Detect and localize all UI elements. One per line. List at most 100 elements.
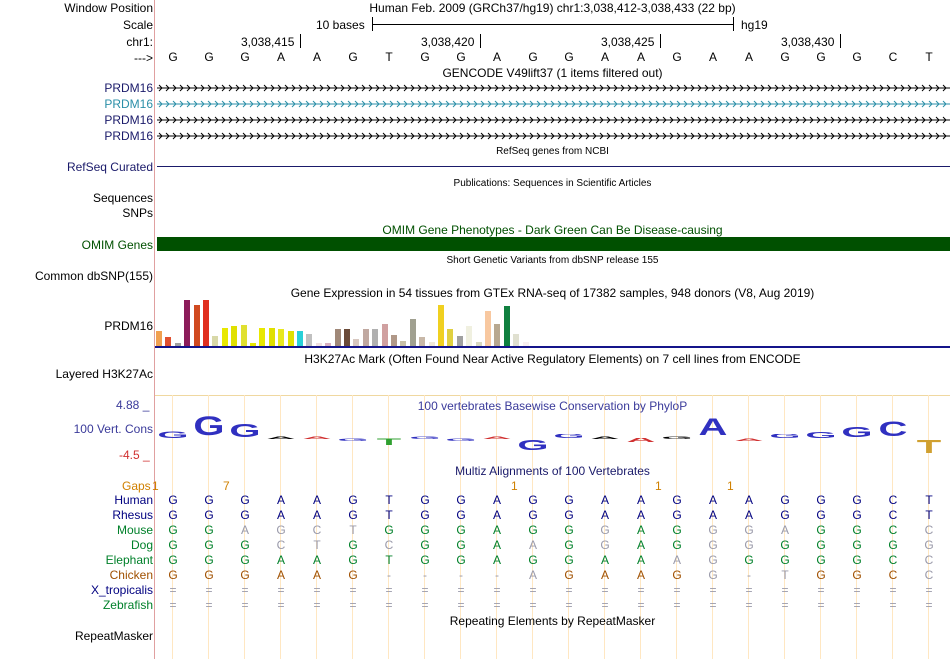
strand-chevron — [333, 116, 338, 124]
gtex-tissue-bar[interactable] — [523, 342, 529, 346]
omim-gene-bar[interactable] — [157, 237, 950, 251]
repeatmasker-track-title[interactable]: Repeating Elements by RepeatMasker — [449, 614, 656, 628]
gtex-tissue-bar[interactable] — [457, 336, 463, 346]
gencode-gene-label[interactable]: PRDM16 — [104, 81, 153, 95]
base-letter: G — [240, 50, 250, 64]
gtex-tissue-bar[interactable] — [203, 300, 209, 346]
species-label[interactable]: Rhesus — [112, 508, 153, 522]
gtex-tissue-bar[interactable] — [382, 324, 388, 346]
strand-chevron — [410, 100, 415, 108]
gencode-gene-transcript[interactable] — [157, 82, 950, 94]
species-label[interactable]: Zebrafish — [102, 598, 153, 612]
gtex-tissue-bar[interactable] — [476, 342, 482, 346]
gtex-tissue-bar[interactable] — [175, 343, 181, 346]
gtex-tissue-bar[interactable] — [429, 342, 435, 346]
gtex-tissue-bar[interactable] — [184, 300, 190, 346]
gtex-tissue-bar[interactable] — [231, 326, 237, 346]
gencode-gene-label[interactable]: PRDM16 — [104, 113, 153, 127]
refseq-label[interactable]: RefSeq Curated — [66, 160, 153, 174]
omim-label[interactable]: OMIM Genes — [81, 238, 153, 252]
sequences-label[interactable]: Sequences — [92, 191, 153, 205]
gencode-gene-transcript-highlighted[interactable] — [157, 98, 950, 110]
species-label[interactable]: Human — [114, 493, 153, 507]
gtex-tissue-bar[interactable] — [297, 331, 303, 346]
strand-chevron — [914, 116, 919, 124]
gencode-track-title[interactable]: GENCODE V49lift37 (1 items filtered out) — [442, 66, 663, 80]
gtex-tissue-bar[interactable] — [212, 336, 218, 346]
strand-chevron — [928, 116, 933, 124]
species-label[interactable]: X_tropicalis — [90, 583, 153, 597]
strand-chevron — [536, 116, 541, 124]
gtex-tissue-bar[interactable] — [269, 328, 275, 346]
gtex-tissue-bar[interactable] — [363, 329, 369, 346]
gencode-gene-label[interactable]: PRDM16 — [104, 97, 153, 111]
gtex-tissue-bar[interactable] — [494, 324, 500, 346]
dbsnp-label[interactable]: Common dbSNP(155) — [34, 269, 153, 283]
strand-chevron — [662, 84, 667, 92]
gencode-gene-transcript[interactable] — [157, 130, 950, 142]
gtex-tissue-bar[interactable] — [288, 331, 294, 346]
gtex-tissue-bar[interactable] — [194, 305, 200, 346]
h3k27ac-label[interactable]: Layered H3K27Ac — [55, 367, 153, 381]
strand-chevron — [228, 132, 233, 140]
gtex-tissue-bar[interactable] — [156, 331, 162, 346]
gtex-tissue-bar[interactable] — [372, 329, 378, 346]
phylop-track-title[interactable]: 100 vertebrates Basewise Conservation by… — [417, 399, 688, 413]
gtex-tissue-bar[interactable] — [241, 325, 247, 346]
species-label[interactable]: Dog — [130, 538, 153, 552]
multiz-track-title[interactable]: Multiz Alignments of 100 Vertebrates — [455, 464, 650, 478]
species-alignment-row: = = = = = = = = = = = = = = = = = = = = = = — [155, 583, 950, 597]
strand-chevron — [585, 84, 590, 92]
gtex-tissue-bar[interactable] — [335, 329, 341, 346]
gtex-tissue-bar[interactable] — [250, 343, 256, 346]
gtex-tissue-bar[interactable] — [222, 328, 228, 346]
snps-label[interactable]: SNPs — [122, 206, 153, 220]
gtex-tissue-bar[interactable] — [410, 319, 416, 346]
dbsnp-track-title[interactable]: Short Genetic Variants from dbSNP releas… — [446, 255, 659, 266]
gtex-tissue-bar[interactable] — [419, 337, 425, 346]
strand-chevron — [830, 84, 835, 92]
gtex-tissue-bar[interactable] — [400, 341, 406, 346]
base-letter: A — [492, 50, 501, 64]
refseq-track-title[interactable]: RefSeq genes from NCBI — [496, 146, 609, 157]
alignment-base: G — [744, 553, 754, 567]
gtex-tissue-bar[interactable] — [325, 343, 331, 346]
gtex-tissue-bar[interactable] — [438, 305, 444, 346]
strand-chevron — [193, 100, 198, 108]
strand-chevron — [487, 116, 492, 124]
gtex-tissue-bar[interactable] — [513, 334, 519, 346]
repeatmasker-label[interactable]: RepeatMasker — [74, 629, 153, 643]
alignment-base: G — [852, 553, 862, 567]
species-label[interactable]: Elephant — [105, 553, 153, 567]
base-letter: A — [708, 50, 717, 64]
strand-chevron — [340, 100, 345, 108]
gtex-tissue-bar[interactable] — [504, 306, 510, 346]
refseq-gene-line[interactable] — [157, 166, 950, 167]
phylop-label[interactable]: 100 Vert. Cons — [73, 422, 153, 436]
gtex-tissue-bar[interactable] — [485, 311, 491, 346]
gtex-tissue-bar[interactable] — [278, 329, 284, 346]
gtex-tissue-bar[interactable] — [353, 339, 359, 346]
h3k27ac-track-title[interactable]: H3K27Ac Mark (Often Found Near Active Re… — [304, 352, 801, 366]
gtex-track-title[interactable]: Gene Expression in 54 tissues from GTEx … — [290, 286, 815, 300]
strand-chevron — [606, 132, 611, 140]
strand-chevron — [893, 116, 898, 124]
gtex-tissue-bar[interactable] — [447, 329, 453, 346]
publications-track-title[interactable]: Publications: Sequences in Scientific Ar… — [453, 178, 652, 189]
gencode-gene-transcript[interactable] — [157, 114, 950, 126]
gtex-tissue-bar[interactable] — [316, 343, 322, 346]
gtex-tissue-bar[interactable] — [391, 335, 397, 346]
gencode-gene-label[interactable]: PRDM16 — [104, 129, 153, 143]
gtex-tissue-bar[interactable] — [344, 329, 350, 346]
omim-track-title[interactable]: OMIM Gene Phenotypes - Dark Green Can Be… — [382, 223, 723, 237]
gtex-tissue-bar[interactable] — [306, 334, 312, 346]
gtex-tissue-bar[interactable] — [466, 326, 472, 346]
alignment-base: - — [459, 568, 463, 582]
gtex-tissue-bar[interactable] — [259, 328, 265, 346]
strand-chevron — [788, 132, 793, 140]
gtex-gene-label[interactable]: PRDM16 — [104, 319, 153, 333]
species-label[interactable]: Chicken — [109, 568, 153, 582]
gtex-tissue-bar[interactable] — [165, 337, 171, 346]
species-label[interactable]: Mouse — [116, 523, 153, 537]
